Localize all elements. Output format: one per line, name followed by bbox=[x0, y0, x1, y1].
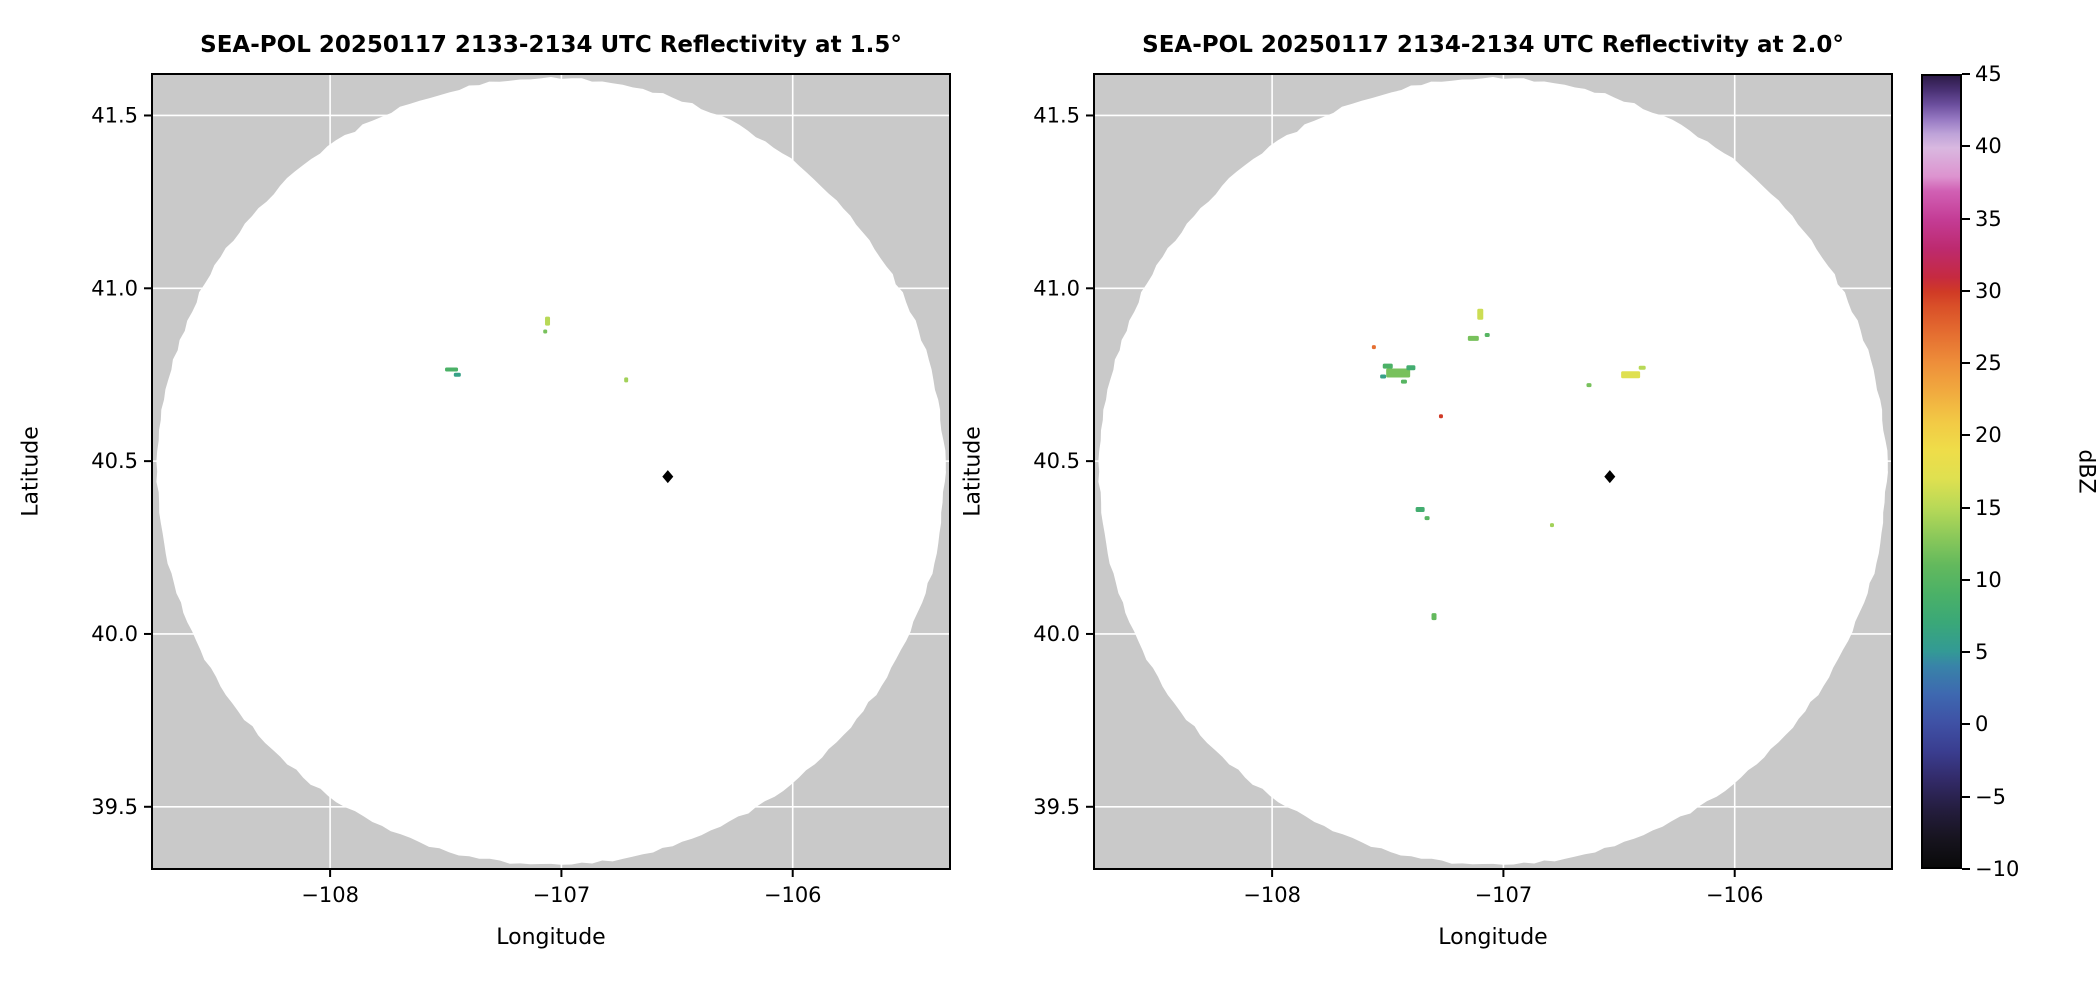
reflectivity-echo bbox=[445, 367, 459, 372]
y-tick-label: 41.5 bbox=[1033, 103, 1080, 127]
colorbar-tick-mark bbox=[1962, 723, 1970, 726]
y-tick-label: 41.0 bbox=[1033, 276, 1080, 300]
colorbar-tick-mark bbox=[1962, 362, 1970, 365]
radar-ppi-plot-left: −108 −107 −106 39.5 40.0 40.5 41.0 41.5 bbox=[91, 73, 951, 907]
y-tick-label: 40.0 bbox=[1033, 622, 1080, 646]
colorbar-tick-mark bbox=[1962, 217, 1970, 220]
colorbar-tick-mark bbox=[1962, 868, 1970, 870]
radar-coverage-circle bbox=[1098, 77, 1888, 865]
colorbar-tick-label: 35 bbox=[1975, 206, 2002, 231]
colorbar-tick-mark bbox=[1962, 651, 1970, 654]
y-tick-label: 40.5 bbox=[1033, 449, 1080, 473]
y-tick-label: 39.5 bbox=[1033, 795, 1080, 819]
y-axis-label-right: Latitude bbox=[960, 425, 986, 517]
reflectivity-echo bbox=[1386, 368, 1411, 378]
site-marker-diamond bbox=[662, 470, 674, 484]
colorbar-tick-mark bbox=[1962, 289, 1970, 292]
reflectivity-echo bbox=[1586, 383, 1592, 388]
colorbar-tick-label: −10 bbox=[1975, 857, 2020, 881]
reflectivity-echo bbox=[1415, 507, 1425, 513]
reflectivity-echo bbox=[543, 329, 548, 334]
x-tick-label: −107 bbox=[533, 883, 591, 907]
colorbar-tick-mark bbox=[1962, 578, 1970, 581]
colorbar-tick-mark bbox=[1962, 73, 1970, 75]
reflectivity-echo bbox=[1424, 516, 1430, 521]
reflectivity-echo bbox=[545, 316, 551, 326]
colorbar-label: dBZ bbox=[2073, 448, 2096, 494]
reflectivity-echo bbox=[1621, 371, 1641, 379]
reflectivity-echo bbox=[1549, 523, 1554, 528]
colorbar-tick-label: 40 bbox=[1975, 134, 2002, 159]
x-tick-label: −107 bbox=[1475, 883, 1533, 907]
panel-title-right: SEA-POL 20250117 2134-2134 UTC Reflectiv… bbox=[1142, 32, 1844, 58]
colorbar-tick-mark bbox=[1962, 434, 1970, 437]
y-tick-label: 40.5 bbox=[91, 449, 138, 473]
axes-border bbox=[1093, 73, 1893, 870]
colorbar-tick-label: 25 bbox=[1975, 351, 2002, 376]
reflectivity-echo bbox=[1400, 379, 1407, 384]
y-tick-label: 39.5 bbox=[91, 795, 138, 819]
colorbar-tick-label: 20 bbox=[1975, 423, 2002, 448]
reflectivity-echo bbox=[1484, 332, 1490, 337]
axes-border bbox=[151, 73, 951, 870]
radar-coverage-circle bbox=[156, 77, 946, 865]
colorbar-tick-label: 15 bbox=[1975, 495, 2002, 520]
radar-ppi-plot-right: −108 −107 −106 39.5 40.0 40.5 41.0 41.5 bbox=[1033, 73, 1893, 907]
colorbar-tick-label: 0 bbox=[1975, 712, 1989, 737]
colorbar-gradient bbox=[1921, 74, 1962, 869]
reflectivity-echo bbox=[1438, 414, 1443, 419]
reflectivity-echo bbox=[1406, 365, 1416, 371]
x-tick-label: −108 bbox=[301, 883, 359, 907]
colorbar-tick-label: 5 bbox=[1975, 640, 1989, 665]
x-tick-label: −106 bbox=[764, 883, 822, 907]
y-tick-label: 41.5 bbox=[91, 103, 138, 127]
x-axis-label-right: Longitude bbox=[1438, 925, 1548, 950]
colorbar-tick-mark bbox=[1962, 506, 1970, 509]
y-tick-label: 40.0 bbox=[91, 622, 138, 646]
colorbar-tick-label: 45 bbox=[1975, 62, 2002, 86]
reflectivity-echo bbox=[1477, 308, 1484, 320]
reflectivity-echo bbox=[624, 377, 629, 383]
y-tick-label: 41.0 bbox=[91, 276, 138, 300]
colorbar-tick-label: −5 bbox=[1975, 784, 2006, 809]
colorbar-tick-label: 30 bbox=[1975, 278, 2002, 303]
y-axis-label-left: Latitude bbox=[18, 425, 44, 517]
x-tick-label: −108 bbox=[1243, 883, 1301, 907]
colorbar-tick-mark bbox=[1962, 795, 1970, 798]
colorbar-tick-mark bbox=[1962, 145, 1970, 148]
reflectivity-echo bbox=[453, 372, 461, 377]
x-tick-label: −106 bbox=[1706, 883, 1764, 907]
reflectivity-echo bbox=[1371, 345, 1376, 350]
reflectivity-echo bbox=[1467, 335, 1479, 341]
colorbar-tick-label: 10 bbox=[1975, 567, 2002, 592]
site-marker-diamond bbox=[1604, 470, 1616, 484]
reflectivity-echo bbox=[1431, 613, 1437, 621]
reflectivity-echo bbox=[1638, 365, 1646, 370]
x-axis-label-left: Longitude bbox=[496, 925, 606, 950]
reflectivity-echo bbox=[1380, 374, 1387, 379]
reflectivity-echo bbox=[1382, 363, 1393, 369]
panel-title-left: SEA-POL 20250117 2133-2134 UTC Reflectiv… bbox=[200, 32, 902, 58]
